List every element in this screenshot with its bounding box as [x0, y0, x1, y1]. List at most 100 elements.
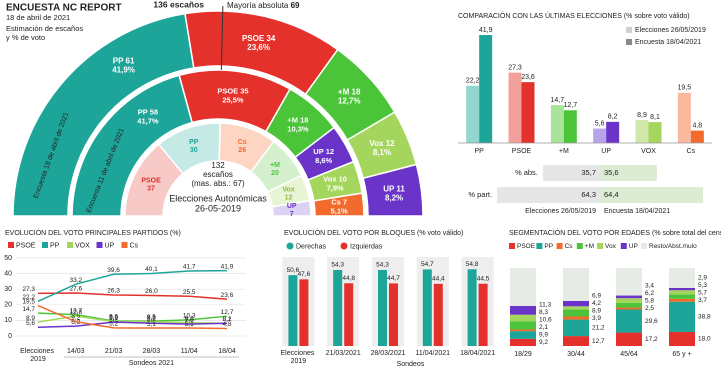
vote-share: 5,1%	[331, 206, 348, 215]
ring-name: 26-05-2019	[195, 203, 241, 213]
vote-share: 10,3%	[287, 124, 309, 133]
bar-segment	[563, 336, 589, 346]
value-label: 35,7	[581, 168, 596, 177]
seat-label: +M 18 10,3%	[287, 115, 309, 133]
value-label: 27,3	[508, 64, 522, 71]
party-name: Vox	[369, 139, 384, 148]
y-tick-label: 50	[4, 255, 12, 262]
page-date: 18 de abril de 2021	[6, 13, 70, 22]
seat-label: PSOE 35 25,5%	[217, 86, 248, 104]
bar-segment	[510, 331, 536, 339]
value-label: 5,8	[645, 298, 654, 305]
x-tick-label: 30/44	[567, 351, 585, 358]
x-tick-label: PSOE	[512, 148, 532, 155]
value-label: 25,5	[183, 289, 196, 296]
bar	[648, 122, 662, 143]
value-label: 4,8	[692, 122, 702, 129]
series-line	[37, 292, 228, 300]
bar	[378, 269, 387, 346]
value-label: 5,3	[698, 282, 707, 289]
value-label: 14,7	[551, 97, 565, 104]
value-label: 2,9	[698, 274, 707, 281]
value-label: 10,6	[539, 317, 552, 324]
seat-label: Cs 7 5,1%	[331, 197, 348, 215]
party-name: Vox	[323, 175, 337, 184]
bar-segment	[563, 300, 589, 307]
bar-segment	[510, 329, 536, 332]
seat-count: 10	[339, 175, 347, 184]
y-tick-label: 40	[4, 270, 12, 277]
bar	[606, 121, 620, 143]
legend-label: UP	[629, 243, 638, 250]
value-label: 2,1	[539, 324, 548, 331]
value-label: 54,8	[466, 261, 479, 268]
bar	[478, 283, 488, 346]
value-label: 9,2	[109, 314, 118, 321]
x-tick-label: 11/04	[181, 348, 198, 355]
value-label: 9,2	[71, 314, 80, 321]
bar	[690, 130, 704, 143]
seat-count: 12	[326, 147, 334, 156]
column-label: Encuesta 18/04/2021	[604, 208, 670, 215]
seat-label: UP 12 8,6%	[313, 147, 334, 165]
value-label: 64,3	[581, 190, 596, 199]
party-name: Vox	[282, 186, 294, 193]
value-label: 22,2	[22, 294, 35, 301]
value-label: 8,9	[592, 307, 601, 314]
bar-segment	[669, 294, 695, 299]
bar-segment	[510, 314, 536, 322]
seat-label: PP 30	[189, 139, 199, 154]
center-text: (mas. abs.: 67)	[191, 179, 245, 188]
value-label: 4,8	[222, 321, 231, 328]
vote-share: 8,1%	[373, 148, 391, 157]
value-label: 8,9	[26, 315, 35, 322]
legend-label: Izquierdas	[350, 243, 383, 250]
seat-count: 18	[300, 115, 308, 124]
bar-segment	[669, 298, 695, 302]
chart-title: SEGMENTACIÓN DEL VOTO POR EDADES (% sobr…	[509, 228, 721, 237]
seat-label: +M 18 12,7%	[338, 88, 361, 106]
bar	[467, 269, 477, 346]
party-name: PSOE	[217, 86, 238, 95]
group-label: Sondeos 2021	[129, 360, 174, 367]
legend-swatch	[96, 242, 103, 248]
value-label: 8,9	[109, 315, 118, 322]
legend-swatch	[620, 243, 627, 249]
legend-label: Cs	[565, 243, 574, 250]
page-title: ENCUESTA NC REPORT	[6, 3, 122, 14]
value-label: 8,1	[650, 114, 660, 121]
value-label: 50,6	[287, 267, 300, 274]
party-name: +M	[338, 88, 350, 97]
x-tick-label: UP	[601, 148, 611, 155]
party-name: PP	[189, 139, 199, 146]
legend-swatch	[556, 243, 563, 249]
value-label: 8,1	[222, 316, 231, 323]
x-tick-label: 18/04	[218, 348, 236, 355]
legend-swatch	[340, 242, 348, 250]
value-label: 9,5	[147, 314, 156, 321]
y-tick-label: 10	[4, 317, 12, 324]
value-label: 9,6	[109, 314, 118, 321]
seat-label: UP 7	[287, 203, 297, 218]
value-label: 8,3	[539, 309, 548, 316]
seat-label: Cs 26	[238, 139, 247, 154]
page-subtitle: y % de voto	[6, 33, 45, 42]
legend-label: +M	[585, 243, 594, 250]
value-label: 44,8	[342, 275, 355, 282]
majority-label: Mayoría absoluta 69	[227, 1, 300, 10]
center-text: escaños	[203, 170, 233, 179]
value-label: 5,1	[147, 321, 156, 328]
value-label: 29,6	[645, 318, 658, 325]
seat-segment	[362, 163, 424, 217]
value-label: 7,6	[185, 317, 194, 324]
value-label: 3,4	[645, 283, 654, 290]
value-label: 3,7	[698, 297, 707, 304]
seat-count: 20	[271, 170, 279, 177]
bar-segment	[616, 268, 642, 296]
legend-label: PP	[544, 243, 553, 250]
majority-value: 69	[291, 1, 300, 10]
party-name: Cs	[238, 139, 247, 146]
value-label: 12,8	[69, 309, 82, 316]
value-label: 8,2	[222, 316, 231, 323]
value-label: 44,5	[477, 275, 490, 282]
